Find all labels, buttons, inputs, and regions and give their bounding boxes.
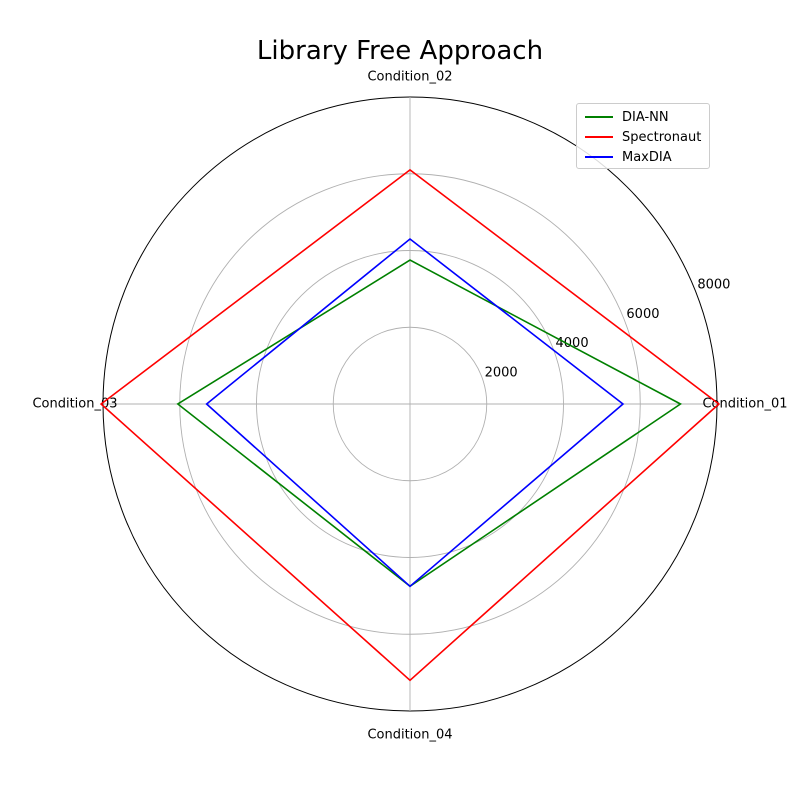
legend: DIA-NN Spectronaut MaxDIA	[576, 103, 710, 169]
category-label: Condition_01	[702, 397, 787, 412]
r-tick-label: 2000	[485, 366, 518, 381]
category-label: Condition_02	[367, 70, 452, 85]
series-line-maxdia	[207, 239, 623, 586]
legend-label: DIA-NN	[622, 110, 669, 125]
category-label: Condition_04	[367, 728, 452, 743]
legend-label: MaxDIA	[622, 150, 672, 165]
category-label: Condition_03	[32, 397, 117, 412]
legend-item: DIA-NN	[577, 107, 709, 127]
chart-title: Library Free Approach	[0, 32, 800, 70]
r-tick-label: 8000	[697, 277, 730, 292]
legend-swatch	[585, 116, 613, 118]
legend-item: MaxDIA	[577, 147, 709, 167]
series-line-dia-nn	[178, 260, 681, 586]
legend-swatch	[585, 156, 613, 158]
legend-label: Spectronaut	[622, 130, 701, 145]
r-tick-label: 6000	[626, 307, 659, 322]
legend-item: Spectronaut	[577, 127, 709, 147]
r-tick-label: 4000	[556, 336, 589, 351]
legend-swatch	[585, 136, 613, 138]
